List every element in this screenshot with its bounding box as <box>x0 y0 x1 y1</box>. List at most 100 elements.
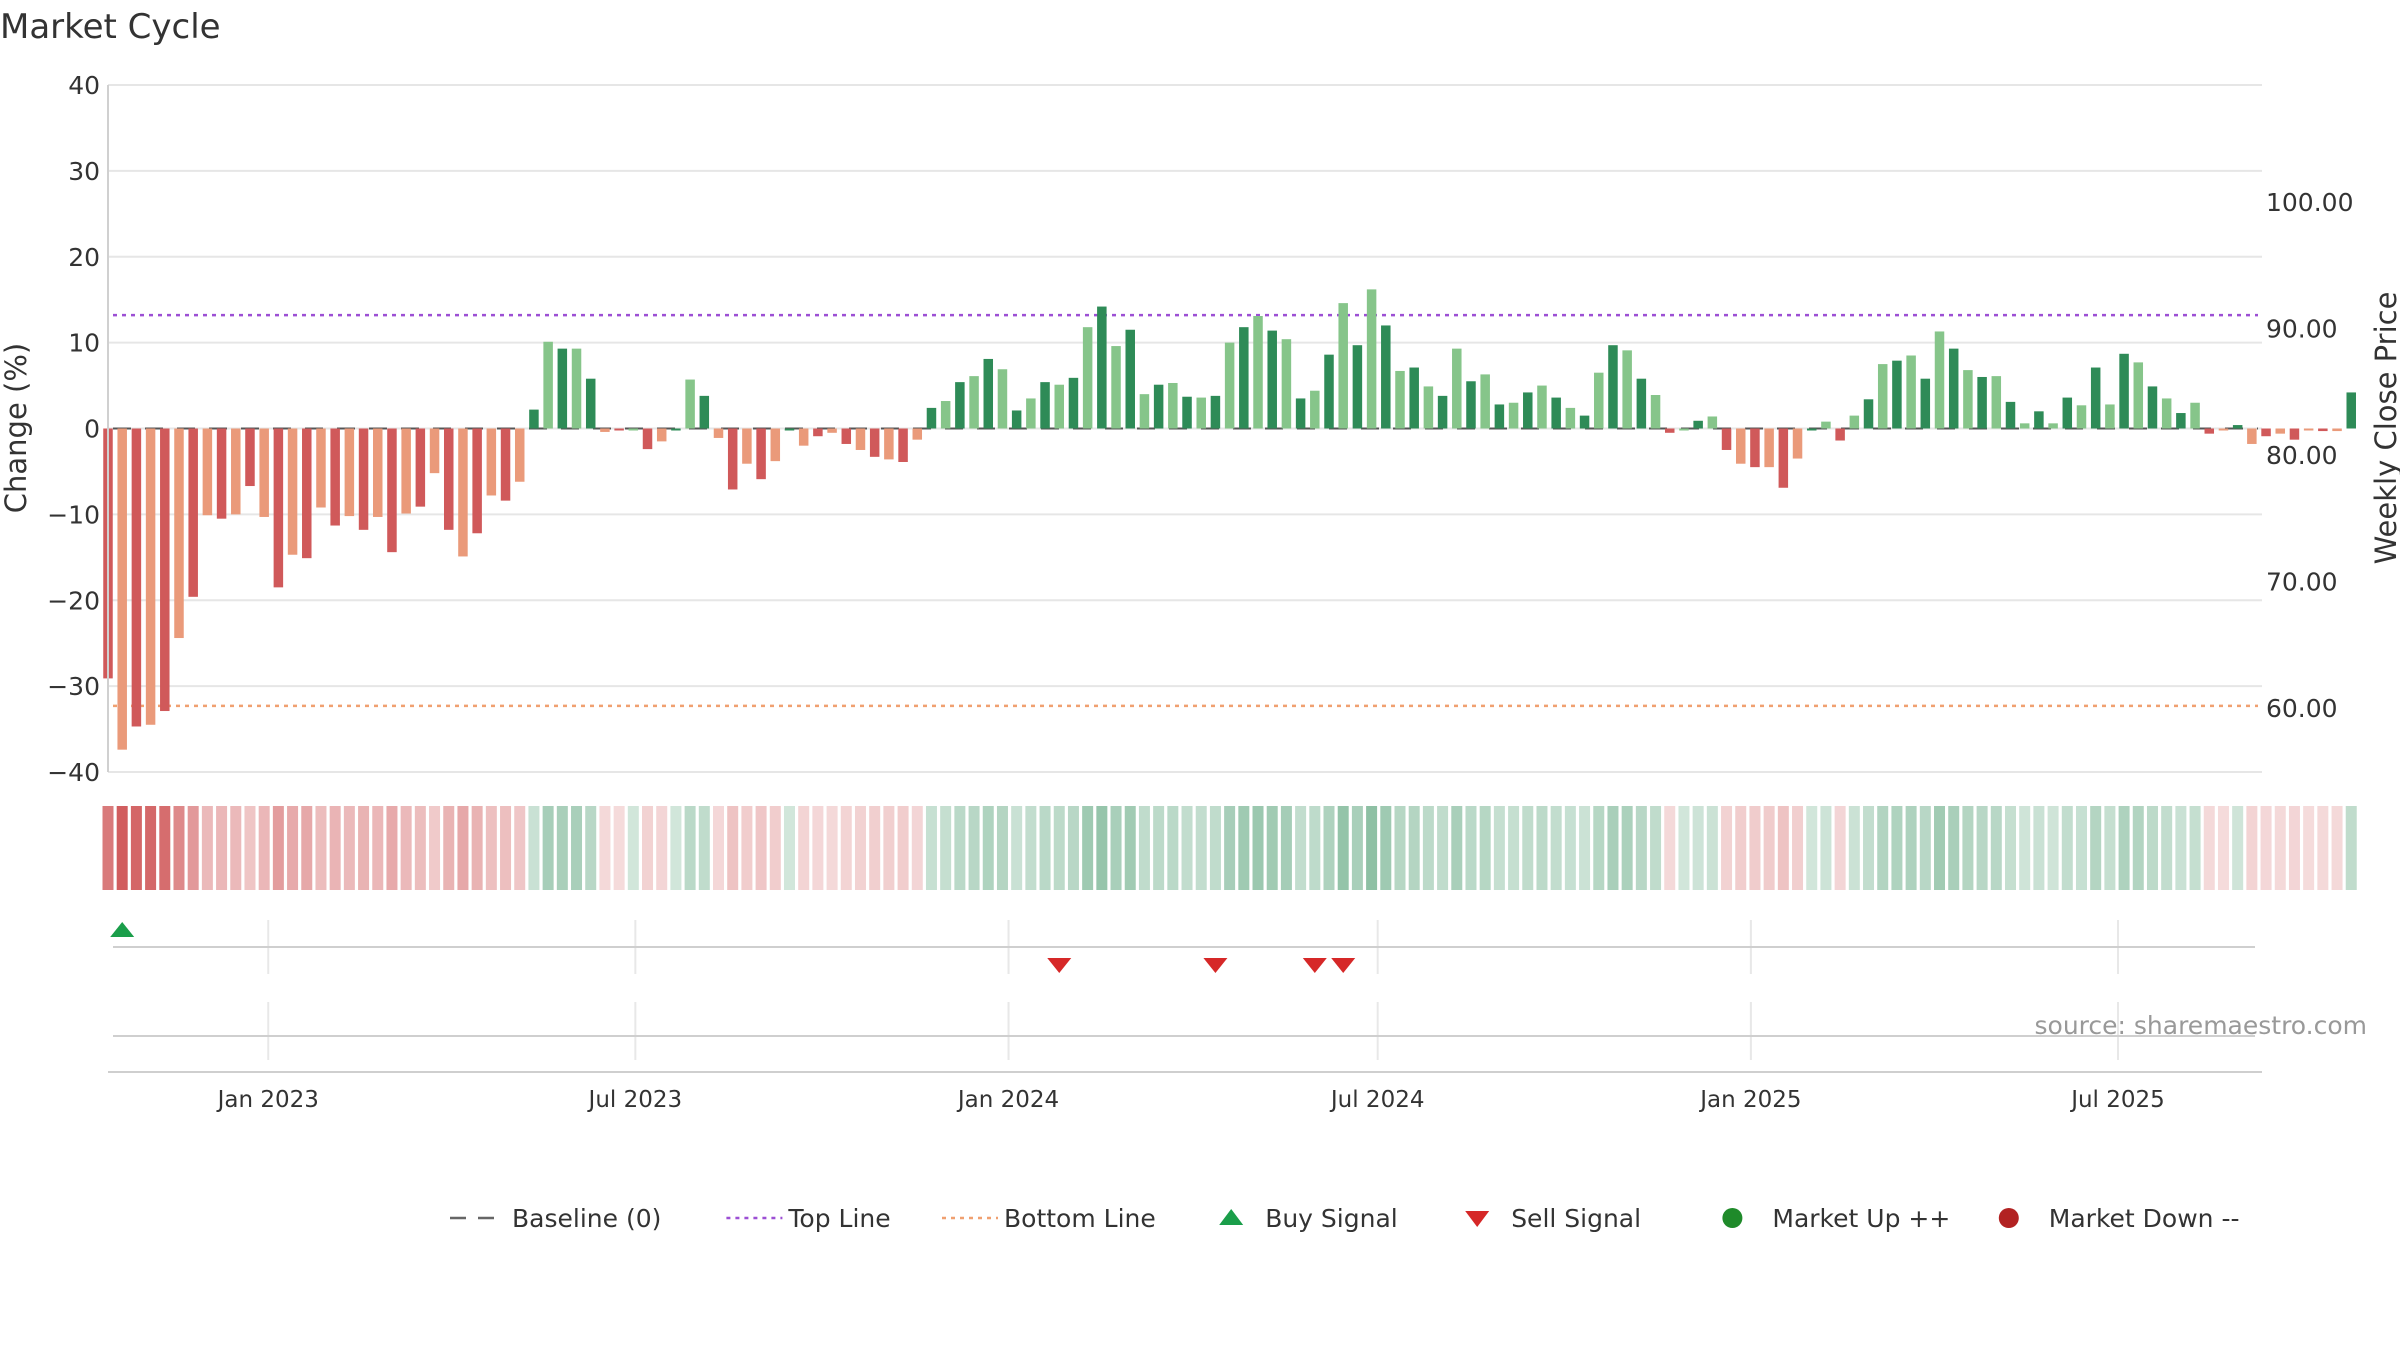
heat-cell <box>1777 806 1789 890</box>
bar <box>756 428 766 480</box>
y-tick-label: −10 <box>47 500 100 529</box>
heat-cell <box>1067 806 1079 890</box>
heat-cell <box>1238 806 1250 890</box>
bar <box>1338 303 1348 429</box>
bar <box>1792 428 1803 459</box>
bar <box>2275 428 2286 434</box>
sell-signal-marker <box>1203 958 1228 973</box>
heat-cell <box>1635 806 1647 890</box>
y-tick-label: −20 <box>47 586 100 615</box>
bar <box>2190 402 2200 429</box>
y-axis-label: Change (%) <box>0 343 33 513</box>
heat-cell <box>755 806 767 890</box>
bar <box>1011 410 1022 429</box>
heat-cell <box>1295 806 1307 890</box>
heat-cell <box>1323 806 1335 890</box>
bar <box>2176 413 2186 429</box>
bar <box>2332 428 2342 432</box>
bar <box>188 428 198 597</box>
bar <box>1452 348 1462 429</box>
bar <box>1735 428 1746 464</box>
bar <box>2318 428 2328 432</box>
heat-cell <box>258 806 270 890</box>
bar <box>1267 330 1277 429</box>
bar <box>2303 428 2314 431</box>
heat-cell <box>2317 806 2329 890</box>
bar <box>2133 362 2144 429</box>
bar <box>514 428 525 482</box>
bar <box>2289 428 2300 440</box>
bar <box>1508 402 1519 429</box>
sell-signal-marker <box>1331 958 1356 973</box>
heat-cell <box>1990 806 2002 890</box>
heat-cell <box>1195 806 1207 890</box>
heat-cell <box>713 806 725 890</box>
bar <box>841 428 852 444</box>
bar <box>2048 423 2058 429</box>
bar <box>685 379 695 429</box>
heat-cell <box>2246 806 2258 890</box>
heat-cell <box>727 806 739 890</box>
heat-cell <box>897 806 909 890</box>
heat-cell <box>599 806 611 890</box>
bar <box>1423 386 1434 429</box>
bar <box>358 428 369 530</box>
heat-cell <box>2146 806 2158 890</box>
bar <box>1579 415 1590 429</box>
y-tick-label: 10 <box>68 329 100 358</box>
bar <box>1849 415 1860 429</box>
bar <box>1778 428 1789 488</box>
legend-label: Market Up ++ <box>1772 1204 1950 1233</box>
sell-signal-marker <box>1302 958 1327 973</box>
bar <box>1523 392 1533 429</box>
heat-cell <box>201 806 213 890</box>
bar <box>1863 399 1874 429</box>
bar <box>2218 428 2229 431</box>
bar <box>884 428 894 460</box>
heat-cell <box>2189 806 2201 890</box>
heat-cell <box>613 806 625 890</box>
heat-cell <box>1209 806 1221 890</box>
bar <box>742 428 752 464</box>
heat-cell <box>102 806 114 890</box>
heat-cell <box>698 806 710 890</box>
bar <box>1466 381 1476 429</box>
y2-tick-label: 90.00 <box>2266 315 2338 344</box>
heat-cell <box>2274 806 2286 890</box>
bar <box>1764 428 1774 468</box>
heat-cell <box>1508 806 1520 890</box>
bar <box>614 428 624 431</box>
heat-cell <box>684 806 696 890</box>
bar <box>160 428 170 712</box>
x-tick-label: Jan 2023 <box>216 1087 319 1113</box>
heat-cell <box>2345 806 2357 890</box>
bar <box>813 428 823 437</box>
y-tick-label: 20 <box>68 243 100 272</box>
bar <box>1892 360 1902 429</box>
bar <box>926 407 937 429</box>
heat-cell <box>542 806 554 890</box>
heat-cell <box>116 806 128 890</box>
heat-cell <box>1011 806 1023 890</box>
bar <box>1111 346 1121 429</box>
heat-cell <box>372 806 384 890</box>
heat-cell <box>2175 806 2187 890</box>
y2-tick-label: 60.00 <box>2266 694 2338 723</box>
bar <box>1210 395 1221 429</box>
legend-sell-icon <box>1465 1211 1490 1227</box>
bar <box>1253 316 1263 429</box>
heat-cell <box>1309 806 1321 890</box>
heat-cell <box>429 806 441 890</box>
heat-cell <box>2232 806 2244 890</box>
x-tick-label: Jul 2023 <box>587 1087 683 1113</box>
heat-cell <box>358 806 370 890</box>
heat-cell <box>2004 806 2016 890</box>
heat-cell <box>1678 806 1690 890</box>
heat-cell <box>1422 806 1434 890</box>
bar <box>543 341 553 429</box>
heat-cell <box>1962 806 1974 890</box>
bar <box>1806 428 1817 431</box>
bar <box>1948 348 1959 429</box>
bar <box>287 428 298 555</box>
